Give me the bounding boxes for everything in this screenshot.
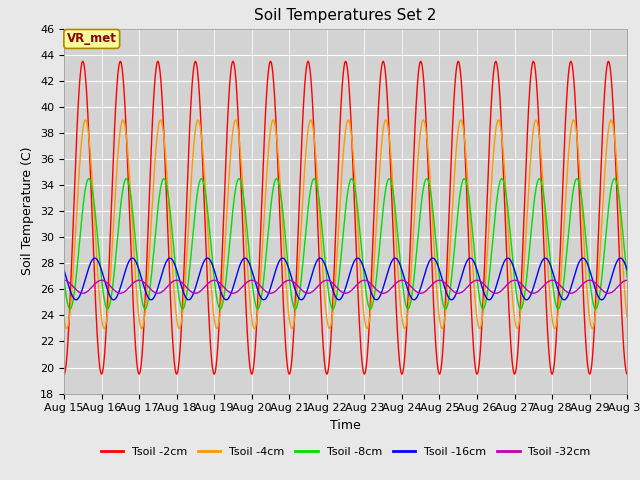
- Tsoil -2cm: [623, 371, 631, 377]
- Tsoil -8cm: [623, 275, 631, 280]
- Tsoil -16cm: [411, 297, 419, 302]
- Tsoil -8cm: [66, 306, 74, 312]
- Tsoil -4cm: [181, 282, 189, 288]
- Tsoil -16cm: [401, 277, 408, 283]
- Tsoil -8cm: [401, 297, 408, 303]
- Tsoil -2cm: [623, 371, 630, 376]
- Tsoil -32cm: [79, 290, 86, 296]
- Tsoil -8cm: [85, 176, 93, 181]
- Tsoil -4cm: [623, 313, 631, 319]
- Text: VR_met: VR_met: [67, 33, 116, 46]
- Tsoil -4cm: [81, 117, 89, 123]
- Tsoil -2cm: [218, 271, 225, 276]
- Tsoil -4cm: [401, 325, 408, 331]
- Tsoil -32cm: [623, 277, 631, 283]
- Tsoil -16cm: [570, 275, 578, 281]
- Tsoil -16cm: [623, 267, 631, 273]
- Line: Tsoil -16cm: Tsoil -16cm: [64, 258, 627, 300]
- Tsoil -16cm: [218, 291, 225, 297]
- Tsoil -8cm: [218, 304, 225, 310]
- Y-axis label: Soil Temperature (C): Soil Temperature (C): [22, 147, 35, 276]
- Tsoil -32cm: [401, 278, 408, 284]
- Tsoil -16cm: [623, 266, 631, 272]
- Tsoil -4cm: [218, 295, 225, 300]
- Tsoil -2cm: [79, 59, 86, 64]
- Tsoil -32cm: [411, 287, 419, 293]
- Line: Tsoil -4cm: Tsoil -4cm: [64, 120, 627, 328]
- Legend: Tsoil -2cm, Tsoil -4cm, Tsoil -8cm, Tsoil -16cm, Tsoil -32cm: Tsoil -2cm, Tsoil -4cm, Tsoil -8cm, Tsoi…: [96, 442, 595, 461]
- Tsoil -4cm: [623, 314, 631, 320]
- Tsoil -16cm: [60, 267, 68, 273]
- Tsoil -2cm: [60, 371, 68, 377]
- Tsoil -16cm: [91, 255, 99, 261]
- Tsoil -8cm: [60, 276, 68, 282]
- Tsoil -4cm: [63, 325, 70, 331]
- Tsoil -2cm: [401, 356, 408, 362]
- X-axis label: Time: Time: [330, 419, 361, 432]
- Line: Tsoil -8cm: Tsoil -8cm: [64, 179, 627, 309]
- Tsoil -2cm: [411, 137, 419, 143]
- Tsoil -4cm: [411, 210, 419, 216]
- Tsoil -8cm: [181, 301, 189, 307]
- Tsoil -2cm: [181, 247, 189, 253]
- Tsoil -2cm: [570, 75, 577, 81]
- Tsoil -8cm: [411, 270, 419, 276]
- Tsoil -32cm: [570, 290, 577, 296]
- Line: Tsoil -32cm: Tsoil -32cm: [64, 280, 627, 293]
- Title: Soil Temperatures Set 2: Soil Temperatures Set 2: [255, 9, 436, 24]
- Line: Tsoil -2cm: Tsoil -2cm: [64, 61, 627, 374]
- Tsoil -4cm: [60, 316, 68, 322]
- Tsoil -32cm: [218, 282, 225, 288]
- Tsoil -16cm: [181, 293, 189, 299]
- Tsoil -32cm: [181, 283, 189, 288]
- Tsoil -16cm: [72, 297, 80, 303]
- Tsoil -8cm: [623, 273, 631, 278]
- Tsoil -4cm: [570, 117, 578, 123]
- Tsoil -32cm: [623, 277, 630, 283]
- Tsoil -32cm: [60, 277, 68, 283]
- Tsoil -8cm: [570, 184, 578, 190]
